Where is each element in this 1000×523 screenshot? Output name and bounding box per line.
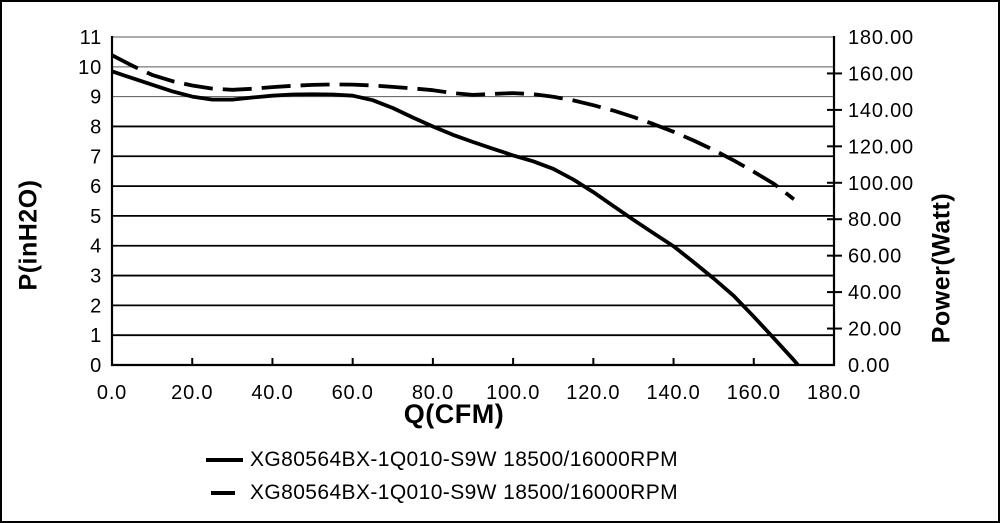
legend-item-power: XG80564BX-1Q010-S9W 18500/16000RPM xyxy=(206,476,678,509)
pressure-curve xyxy=(111,69,800,367)
x-tick-label: 20.0 xyxy=(171,382,213,404)
y-left-tick-label: 9 xyxy=(90,87,102,109)
x-tick-label: 120.0 xyxy=(566,382,620,404)
x-tick-label: 140.0 xyxy=(647,382,701,404)
x-tick-label: 40.0 xyxy=(251,382,293,404)
y-left-tick-label: 11 xyxy=(80,27,102,49)
solid-line-sample xyxy=(206,457,250,462)
legend: XG80564BX-1Q010-S9W 18500/16000RPM XG805… xyxy=(206,443,678,509)
x-tick-label: 160.0 xyxy=(727,382,781,404)
y-right-tick-label: 180.00 xyxy=(848,27,914,49)
legend-item-pressure: XG80564BX-1Q010-S9W 18500/16000RPM xyxy=(206,443,678,476)
legend-label-power: XG80564BX-1Q010-S9W 18500/16000RPM xyxy=(250,480,679,504)
power-curve xyxy=(111,53,796,201)
y-left-tick-label: 8 xyxy=(90,116,102,138)
x-tick-label: 60.0 xyxy=(332,382,374,404)
y-left-tick-label: 7 xyxy=(90,146,102,168)
dashed-line-sample xyxy=(206,490,250,495)
y-right-tick-label: 0.00 xyxy=(848,355,890,377)
y-left-tick-label: 10 xyxy=(78,57,102,79)
x-axis-title: Q(CFM) xyxy=(403,399,505,429)
x-tick-label: 80.0 xyxy=(412,382,454,404)
y-left-tick-label: 2 xyxy=(90,295,102,317)
y-right-tick-label: 160.00 xyxy=(848,63,914,85)
y-right-tick-label: 60.00 xyxy=(848,246,902,268)
y-right-tick-label: 140.00 xyxy=(848,100,914,122)
y-right-tick-label: 120.00 xyxy=(848,136,914,158)
x-tick-label: 100.0 xyxy=(486,382,540,404)
y-right-tick-label: 20.00 xyxy=(848,319,902,341)
y-left-tick-label: 4 xyxy=(90,236,102,258)
y-right-tick-label: 100.00 xyxy=(848,173,914,195)
y-left-tick-label: 6 xyxy=(90,176,102,198)
x-tick-label: 0.0 xyxy=(97,382,127,404)
legend-label-pressure: XG80564BX-1Q010-S9W 18500/16000RPM xyxy=(250,447,679,471)
y-left-tick-label: 0 xyxy=(90,355,102,377)
y-left-tick-label: 3 xyxy=(90,266,102,288)
y-right-tick-label: 80.00 xyxy=(848,209,902,231)
y-left-tick-label: 5 xyxy=(90,206,102,228)
y-right-axis-title: Power(Watt) xyxy=(927,192,956,344)
y-left-axis-title: P(inH2O) xyxy=(14,179,43,291)
y-right-tick-label: 40.00 xyxy=(848,282,902,304)
y-left-tick-label: 1 xyxy=(90,325,102,347)
x-tick-label: 180.0 xyxy=(807,382,861,404)
